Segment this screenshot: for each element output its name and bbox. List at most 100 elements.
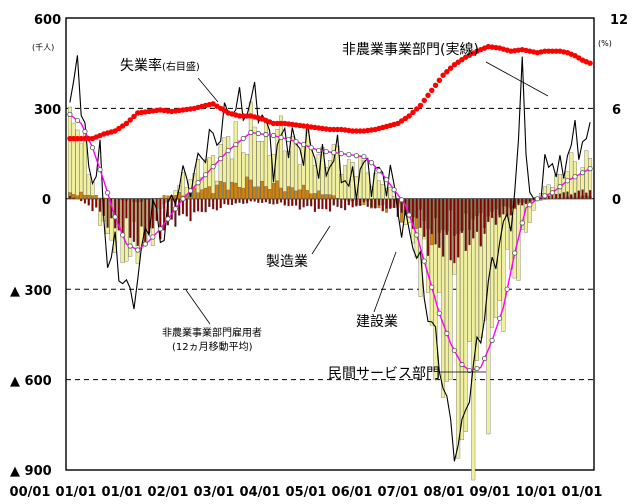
x-tick-label: 00/01 bbox=[10, 485, 51, 500]
bar-manufacturing bbox=[445, 198, 448, 235]
unemployment-title: 失業率 bbox=[120, 57, 162, 74]
bar-manufacturing bbox=[449, 198, 452, 261]
point-nonfarm-moving-average bbox=[165, 216, 171, 222]
right-tick-label: 12 bbox=[610, 13, 628, 28]
point-nonfarm-moving-average bbox=[293, 138, 299, 145]
nonfarm-ma-label-2: (12ヵ月移動平均) bbox=[172, 340, 253, 353]
bar-private-services bbox=[79, 143, 84, 199]
bar-construction bbox=[324, 194, 328, 199]
bar-construction bbox=[305, 190, 309, 199]
bar-manufacturing bbox=[204, 198, 207, 213]
point-unemployment-rate bbox=[542, 48, 548, 54]
bar-manufacturing bbox=[257, 198, 260, 203]
bar-manufacturing bbox=[453, 198, 456, 264]
manufacturing-label: 製造業 bbox=[266, 254, 308, 270]
point-unemployment-rate bbox=[327, 126, 333, 133]
bar-manufacturing bbox=[524, 198, 528, 205]
bar-construction bbox=[249, 179, 253, 199]
bar-manufacturing bbox=[457, 198, 460, 258]
line-layer bbox=[67, 43, 593, 462]
bar-construction bbox=[245, 176, 249, 199]
bar-private-services bbox=[388, 187, 393, 199]
point-nonfarm-moving-average bbox=[421, 258, 427, 264]
annotations: 失業率(右目盛) 非農業事業部門(実線) 製造業 建設業 非農業事業部門雇用者 … bbox=[120, 42, 549, 382]
bar-manufacturing bbox=[377, 198, 381, 206]
bar-manufacturing bbox=[517, 198, 520, 206]
point-unemployment-rate bbox=[82, 135, 88, 142]
point-nonfarm-moving-average bbox=[301, 141, 307, 148]
point-nonfarm-moving-average bbox=[210, 164, 216, 170]
x-tick-label: 01/01 bbox=[56, 485, 97, 500]
bar-manufacturing bbox=[264, 198, 268, 203]
bar-manufacturing bbox=[419, 198, 422, 228]
point-nonfarm-moving-average bbox=[150, 234, 156, 240]
bar-manufacturing bbox=[570, 194, 573, 199]
bar-manufacturing bbox=[223, 198, 226, 205]
point-unemployment-rate bbox=[353, 128, 360, 134]
point-nonfarm-moving-average bbox=[97, 167, 103, 173]
bar-construction bbox=[91, 195, 94, 199]
bar-private-services bbox=[309, 148, 314, 199]
bar-manufacturing bbox=[215, 198, 218, 211]
point-unemployment-rate bbox=[274, 120, 280, 127]
bar-manufacturing bbox=[472, 198, 475, 239]
bar-private-services bbox=[226, 136, 231, 199]
bar-manufacturing bbox=[132, 198, 136, 242]
line-nonfarm-actual bbox=[69, 55, 591, 462]
bar-manufacturing bbox=[332, 198, 335, 206]
left-tick-label: ▲ 600 bbox=[10, 374, 52, 389]
bar-construction bbox=[204, 187, 208, 199]
point-unemployment-rate bbox=[278, 120, 284, 127]
bar-manufacturing bbox=[272, 198, 275, 205]
bar-manufacturing bbox=[144, 198, 147, 243]
bar-manufacturing bbox=[291, 198, 294, 206]
bar-private-services bbox=[279, 115, 283, 199]
point-nonfarm-moving-average bbox=[504, 286, 510, 292]
point-nonfarm-moving-average bbox=[187, 188, 194, 194]
bar-construction bbox=[294, 190, 298, 199]
bar-construction bbox=[317, 190, 321, 199]
point-nonfarm-moving-average bbox=[195, 180, 201, 186]
point-nonfarm-moving-average bbox=[218, 156, 224, 162]
right-axis: 12 6 0 (%) bbox=[598, 13, 628, 208]
bar-manufacturing bbox=[415, 198, 418, 219]
point-unemployment-rate bbox=[86, 135, 92, 142]
point-nonfarm-moving-average bbox=[481, 355, 488, 362]
x-tick-label: 07/01 bbox=[378, 485, 419, 500]
point-nonfarm-moving-average bbox=[376, 168, 382, 174]
point-unemployment-rate bbox=[349, 128, 356, 134]
bar-layer bbox=[67, 101, 593, 481]
point-unemployment-rate bbox=[334, 126, 341, 133]
nonfarm-actual-leader bbox=[485, 61, 549, 97]
bar-construction bbox=[238, 187, 242, 199]
bar-construction bbox=[275, 180, 279, 199]
bar-manufacturing bbox=[170, 198, 173, 220]
bar-manufacturing bbox=[487, 198, 490, 222]
bar-construction bbox=[539, 198, 543, 201]
bar-manufacturing bbox=[196, 198, 200, 212]
bar-construction bbox=[222, 182, 226, 199]
bar-manufacturing bbox=[234, 198, 237, 204]
unemployment-label: 失業率(右目盛) bbox=[120, 57, 200, 74]
point-nonfarm-moving-average bbox=[353, 153, 359, 159]
construction-leader bbox=[373, 251, 397, 313]
bar-manufacturing bbox=[294, 198, 298, 206]
bar-manufacturing bbox=[370, 198, 373, 208]
point-nonfarm-moving-average bbox=[248, 129, 254, 136]
bar-construction bbox=[290, 187, 294, 199]
point-nonfarm-moving-average bbox=[112, 214, 118, 220]
bar-construction bbox=[268, 189, 272, 199]
bar-manufacturing bbox=[200, 198, 203, 213]
bar-private-services bbox=[380, 184, 385, 199]
bar-manufacturing bbox=[298, 198, 301, 210]
bar-manufacturing bbox=[441, 198, 445, 257]
point-unemployment-rate bbox=[429, 87, 435, 94]
bar-manufacturing bbox=[434, 198, 437, 245]
point-unemployment-rate bbox=[447, 65, 454, 71]
point-unemployment-rate bbox=[421, 97, 427, 104]
point-nonfarm-moving-average bbox=[557, 184, 563, 190]
point-nonfarm-moving-average bbox=[157, 226, 163, 232]
bar-manufacturing bbox=[392, 198, 396, 208]
point-unemployment-rate bbox=[549, 48, 556, 54]
